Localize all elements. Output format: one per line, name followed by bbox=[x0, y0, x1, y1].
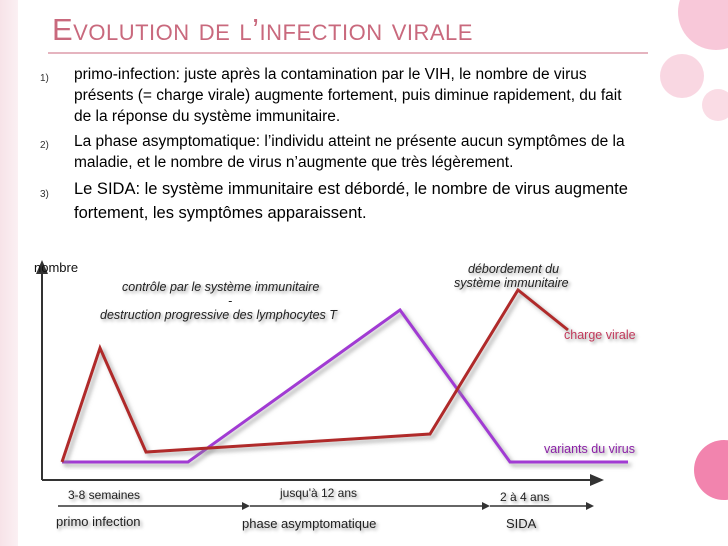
bullet-number: 1) bbox=[40, 73, 49, 84]
duration-label-2: jusqu'à 12 ans bbox=[280, 486, 358, 500]
duration-arrowhead-2 bbox=[482, 502, 490, 510]
left-accent-bar bbox=[0, 0, 18, 546]
bullet-number: 3) bbox=[40, 189, 49, 200]
phase-label-2: phase asymptomatique bbox=[242, 516, 377, 531]
deco-circle-small bbox=[702, 89, 728, 121]
slide-title: Evolution de l’infection virale bbox=[52, 12, 473, 47]
phase-label-3: SIDA bbox=[506, 516, 537, 531]
bullet-number: 2) bbox=[40, 140, 49, 151]
x-axis-arrow bbox=[590, 474, 604, 486]
deco-circle-bottom bbox=[694, 440, 728, 500]
dash-label: - bbox=[228, 294, 233, 308]
diagram-canvas bbox=[36, 260, 628, 510]
bullet-item: 2) La phase asymptomatique: l’individu a… bbox=[40, 131, 640, 173]
deco-circle-large bbox=[678, 0, 728, 50]
viral-load-label: charge virale bbox=[564, 328, 636, 342]
y-axis-label: nombre bbox=[34, 260, 79, 275]
phase-label-1: primo infection bbox=[56, 514, 141, 529]
deco-circle-medium bbox=[660, 54, 704, 98]
bullet-text: primo-infection: juste après la contamin… bbox=[74, 66, 622, 125]
duration-arrowhead-3 bbox=[586, 502, 594, 510]
decorative-circles bbox=[660, 0, 728, 500]
duration-arrowhead-1 bbox=[242, 502, 250, 510]
bullet-item: 1) primo-infection: juste après la conta… bbox=[40, 64, 640, 127]
viral-load-curve bbox=[60, 287, 569, 463]
variants-label: variants du virus bbox=[544, 442, 636, 456]
control-label: contrôle par le système immunitaire bbox=[122, 280, 320, 294]
overflow-label-1: débordement du bbox=[468, 262, 560, 276]
overflow-label-2: système immunitaire bbox=[454, 276, 569, 290]
title-divider bbox=[48, 52, 648, 54]
duration-label-1: 3-8 semaines bbox=[68, 488, 141, 502]
y-axis-arrow bbox=[36, 260, 48, 274]
infection-diagram: nombre contrôle par le système immunitai… bbox=[28, 250, 688, 546]
bullet-item: 3) Le SIDA: le système immunitaire est d… bbox=[40, 177, 640, 225]
bullet-text: Le SIDA: le système immunitaire est débo… bbox=[74, 180, 628, 222]
bullet-text: La phase asymptomatique: l’individu atte… bbox=[74, 133, 625, 171]
bullet-list: 1) primo-infection: juste après la conta… bbox=[40, 64, 640, 229]
destruction-label: destruction progressive des lymphocytes … bbox=[100, 308, 337, 322]
variants-curve bbox=[62, 307, 628, 464]
duration-label-3: 2 à 4 ans bbox=[500, 490, 550, 504]
